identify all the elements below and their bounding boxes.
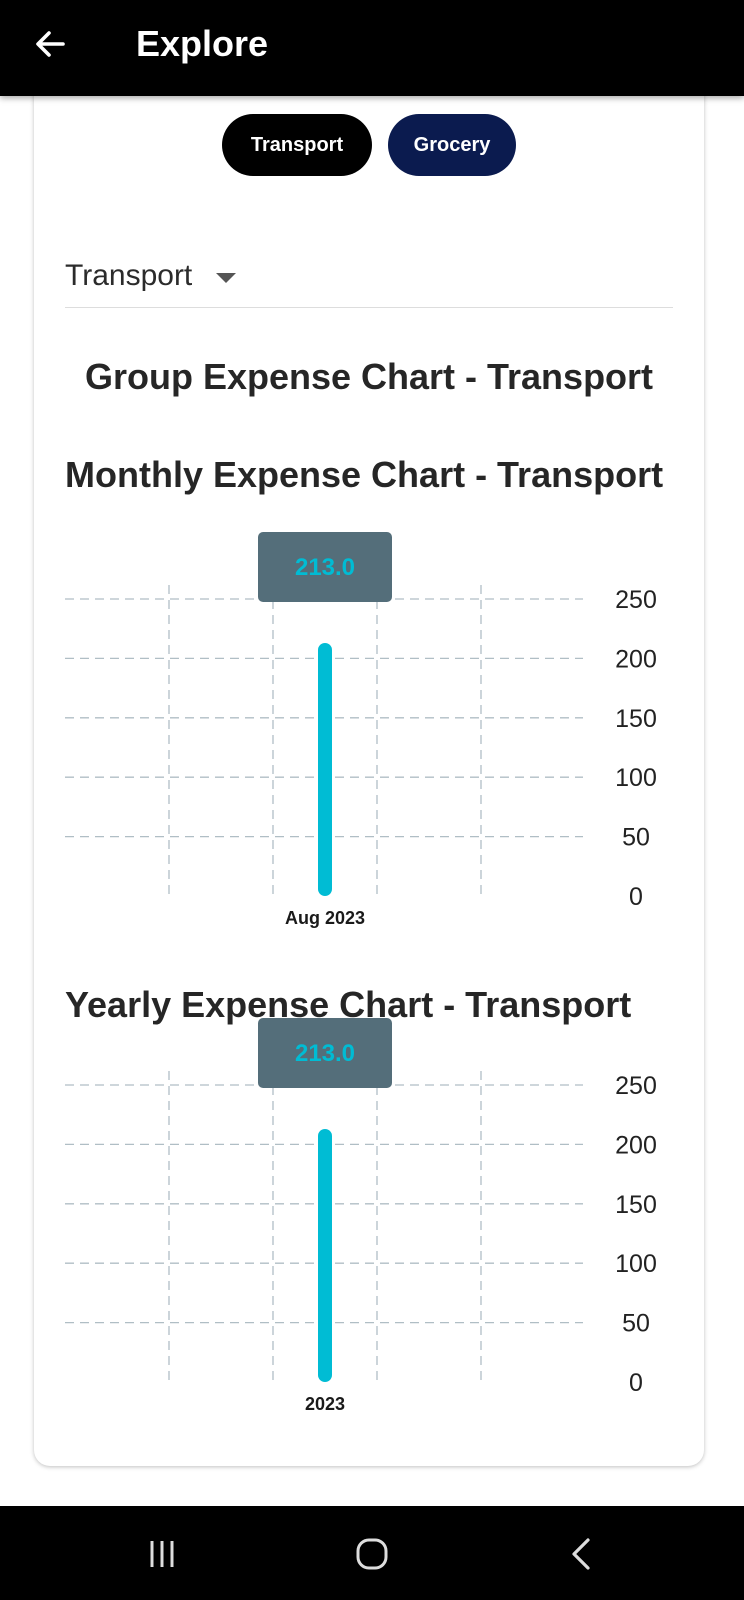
- x-category-label: Aug 2023: [285, 908, 365, 928]
- bar: [318, 1128, 332, 1382]
- chip-grocery[interactable]: Grocery: [388, 114, 516, 176]
- y-tick-label: 100: [615, 764, 657, 792]
- back-button[interactable]: [28, 22, 72, 66]
- group-chart-title: Group Expense Chart - Transport: [84, 356, 654, 397]
- y-tick-label: 150: [615, 705, 657, 733]
- tooltip-box: [258, 1018, 392, 1088]
- back-nav-icon: [572, 1538, 590, 1570]
- y-tick-label: 100: [615, 1250, 657, 1278]
- category-dropdown[interactable]: Transport: [65, 255, 673, 308]
- tooltip-value: 213.0: [295, 554, 355, 581]
- y-tick-label: 50: [622, 1310, 650, 1338]
- arrow-left-icon: [36, 31, 65, 57]
- chip-transport[interactable]: Transport: [222, 114, 372, 176]
- caret-down-icon: [216, 273, 236, 283]
- page-title: Explore: [136, 23, 269, 64]
- y-tick-label: 200: [615, 1131, 657, 1159]
- back-nav-button[interactable]: [552, 1524, 612, 1584]
- recent-apps-button[interactable]: [132, 1524, 192, 1584]
- bar: [318, 642, 332, 896]
- recent-apps-icon: [150, 1541, 174, 1567]
- app-bar: Explore: [0, 0, 744, 96]
- monthly-expense-chart: 250 200 150 100 50 0 Aug 2023 213.0: [65, 532, 657, 928]
- tooltip-value: 213.0: [295, 1040, 355, 1067]
- dropdown-value: Transport: [65, 259, 193, 292]
- y-tick-label: 50: [622, 824, 650, 852]
- home-icon: [356, 1538, 388, 1570]
- y-tick-label: 0: [629, 1369, 643, 1397]
- yearly-expense-chart: 250 200 150 100 50 0 2023 213.0: [65, 1018, 657, 1414]
- system-nav-bar: [0, 1506, 744, 1600]
- y-tick-label: 200: [615, 645, 657, 673]
- monthly-chart-title: Monthly Expense Chart - Transport: [65, 454, 664, 495]
- y-tick-label: 250: [615, 1072, 657, 1100]
- content-card: [34, 70, 704, 1466]
- y-tick-label: 0: [629, 883, 643, 911]
- tooltip-box: [258, 532, 392, 602]
- home-button[interactable]: [342, 1524, 402, 1584]
- y-tick-label: 250: [615, 586, 657, 614]
- x-category-label: 2023: [305, 1394, 345, 1414]
- y-tick-label: 150: [615, 1191, 657, 1219]
